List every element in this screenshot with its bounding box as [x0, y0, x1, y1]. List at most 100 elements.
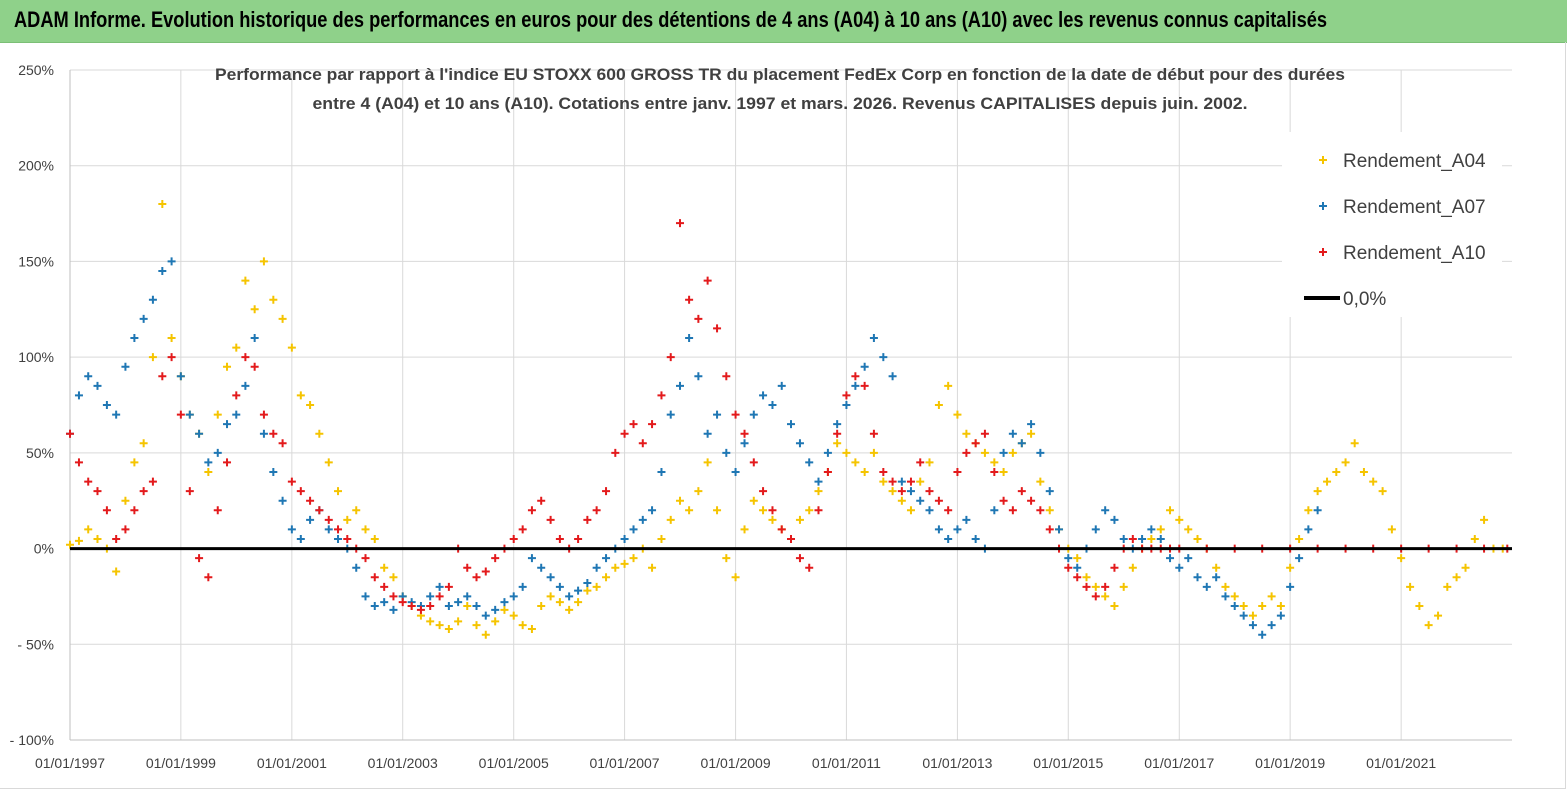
data-point: [112, 535, 121, 543]
data-point: [749, 496, 758, 505]
data-point: [1036, 477, 1045, 486]
data-point: [537, 563, 546, 572]
data-point: [648, 420, 657, 429]
data-point: [518, 525, 527, 534]
data-point: [620, 535, 629, 543]
data-point: [1147, 535, 1156, 543]
data-point: [685, 334, 694, 342]
data-point: [1184, 525, 1193, 534]
data-point: [74, 536, 83, 545]
data-point: [962, 515, 971, 524]
report-title: ADAM Informe. Evolution historique des p…: [14, 7, 1328, 32]
data-point: [74, 391, 83, 400]
data-point: [139, 487, 148, 496]
data-point: [509, 535, 518, 543]
legend-label: Rendement_A04: [1343, 151, 1486, 172]
data-point: [611, 563, 620, 572]
data-point: [93, 487, 102, 496]
data-point: [851, 381, 860, 390]
data-point: [426, 617, 435, 626]
legend-label: Rendement_A07: [1343, 197, 1486, 218]
legend-label: 0,0%: [1343, 289, 1386, 310]
data-point: [694, 314, 703, 323]
data-point: [1027, 420, 1036, 429]
data-point: [1110, 602, 1119, 610]
data-point: [925, 458, 934, 467]
data-point: [481, 611, 490, 620]
legend-label: Rendement_A10: [1343, 243, 1486, 264]
data-point: [980, 448, 989, 457]
data-point: [574, 598, 583, 607]
data-point: [731, 410, 740, 419]
data-point: [370, 573, 379, 582]
data-point: [185, 487, 194, 496]
data-point: [694, 487, 703, 496]
data-point: [1470, 535, 1479, 543]
data-point: [389, 605, 398, 614]
data-point: [675, 496, 684, 505]
data-point: [906, 506, 915, 515]
data-point: [657, 468, 666, 476]
x-tick-label: 01/01/1999: [146, 755, 216, 771]
data-point: [343, 535, 352, 543]
data-point: [685, 295, 694, 304]
data-point: [555, 598, 564, 607]
data-point: [833, 429, 842, 438]
data-point: [1101, 506, 1110, 515]
data-point: [934, 496, 943, 505]
data-point: [833, 420, 842, 429]
data-point: [463, 602, 472, 610]
data-point: [722, 372, 731, 381]
data-point: [787, 535, 795, 543]
data-point: [102, 401, 111, 409]
data-point: [361, 592, 370, 601]
data-point: [84, 372, 93, 381]
data-point: [592, 582, 601, 591]
data-point: [555, 535, 564, 543]
data-point: [731, 573, 740, 582]
data-point: [389, 573, 398, 582]
data-point: [833, 439, 842, 448]
data-point: [148, 477, 157, 486]
data-point: [130, 458, 139, 467]
data-point: [1480, 515, 1489, 524]
data-point: [546, 573, 555, 582]
data-point: [250, 305, 259, 314]
data-point: [1017, 439, 1026, 448]
data-point: [1045, 525, 1054, 534]
data-point: [352, 506, 361, 515]
data-point: [1184, 554, 1193, 563]
data-point: [1341, 458, 1350, 467]
data-point: [1332, 468, 1341, 476]
data-point: [278, 314, 287, 323]
data-point: [1110, 563, 1119, 572]
series-rendement-a10: [66, 219, 1512, 614]
data-point: [583, 515, 592, 524]
data-point: [592, 506, 601, 515]
data-point: [1091, 592, 1100, 601]
data-point: [731, 468, 740, 476]
data-point: [944, 506, 953, 515]
data-point: [842, 401, 851, 409]
data-point: [1128, 535, 1137, 543]
data-point: [713, 506, 722, 515]
data-point: [1424, 621, 1433, 630]
x-tick-label: 01/01/2005: [479, 755, 549, 771]
legend-marker: [1319, 156, 1327, 164]
data-point: [204, 573, 213, 582]
data-point: [74, 458, 83, 467]
data-point: [509, 592, 518, 601]
data-point: [869, 334, 878, 342]
data-point: [611, 448, 620, 457]
data-point: [241, 353, 250, 362]
data-point: [121, 525, 130, 534]
data-point: [823, 468, 832, 476]
data-point: [1119, 582, 1128, 591]
data-point: [1156, 535, 1165, 543]
data-point: [944, 535, 953, 543]
data-point: [444, 624, 453, 633]
data-point: [223, 420, 232, 429]
data-point: [953, 525, 962, 534]
data-point: [1091, 525, 1100, 534]
data-point: [657, 391, 666, 400]
